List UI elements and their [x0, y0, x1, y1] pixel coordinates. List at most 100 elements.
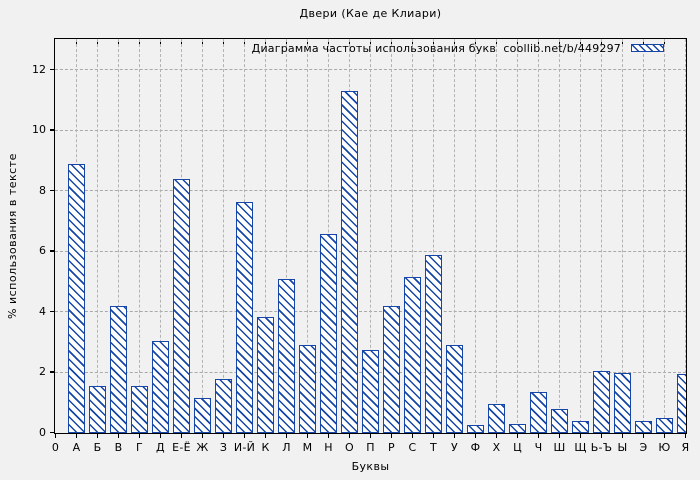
y-tick-mark — [50, 431, 54, 434]
x-tick-label: Д — [156, 441, 165, 454]
v-gridline — [579, 39, 581, 433]
y-tick-mark — [50, 371, 54, 373]
bar — [214, 378, 232, 433]
x-tick-label: Н — [324, 441, 333, 454]
x-tick-mark-top — [642, 39, 645, 44]
bar — [592, 371, 610, 433]
bar — [172, 179, 190, 433]
bar — [298, 345, 316, 433]
v-gridline — [306, 39, 308, 433]
x-tick-label: Б — [93, 441, 102, 454]
x-tick-label: Ы — [617, 441, 628, 454]
x-tick-mark — [432, 434, 435, 438]
legend-swatch-icon — [631, 44, 664, 52]
x-tick-label: Г — [135, 441, 143, 454]
x-tick-mark-top — [453, 39, 456, 44]
bar — [319, 233, 337, 433]
x-tick-mark — [663, 434, 666, 438]
bar — [193, 398, 211, 433]
v-gridline — [516, 39, 518, 433]
legend-label: Диаграмма частоты использования букв coo… — [251, 41, 621, 55]
y-tick-mark — [50, 189, 54, 192]
v-gridline — [600, 39, 602, 433]
x-tick-label: Ь-Ъ — [590, 441, 613, 454]
h-gridline — [55, 190, 686, 192]
y-tick-label: 8 — [39, 183, 46, 197]
x-tick-label: Ю — [658, 441, 671, 454]
x-tick-mark-top — [75, 39, 78, 44]
x-tick-label: М — [302, 441, 313, 454]
y-tick-label: 0 — [39, 425, 46, 439]
x-tick-mark — [96, 434, 99, 438]
x-tick-mark-top — [621, 39, 624, 44]
v-gridline — [159, 39, 161, 433]
y-tick-label: 2 — [39, 365, 46, 379]
x-tick-mark-top — [180, 39, 183, 44]
x-tick-mark — [75, 434, 78, 438]
x-tick-mark — [558, 434, 561, 438]
y-tick-label: 4 — [39, 304, 46, 318]
x-tick-mark — [306, 434, 309, 438]
v-gridline — [222, 39, 224, 433]
v-gridline — [201, 39, 203, 433]
bar — [655, 417, 673, 433]
v-gridline — [537, 39, 539, 433]
x-tick-mark — [621, 434, 624, 438]
v-gridline — [558, 39, 560, 433]
x-tick-mark-top — [495, 39, 498, 44]
x-tick-mark — [348, 434, 351, 438]
x-tick-label: О — [345, 441, 354, 454]
x-tick-mark — [159, 434, 162, 438]
bar — [466, 425, 484, 433]
x-tick-mark — [642, 434, 645, 438]
bar — [403, 277, 421, 433]
bar — [487, 404, 505, 433]
x-tick-label: Э — [639, 441, 648, 454]
x-tick-mark — [390, 434, 393, 438]
x-tick-mark — [684, 434, 687, 438]
x-tick-mark-top — [264, 39, 267, 44]
x-tick-label: И-Й — [233, 441, 256, 454]
x-tick-mark — [579, 434, 582, 438]
x-tick-mark — [516, 434, 519, 438]
x-tick-label: В — [114, 441, 123, 454]
v-gridline — [369, 39, 371, 433]
x-tick-mark-top — [663, 39, 666, 44]
x-tick-label: П — [366, 441, 375, 454]
x-tick-label: Ф — [470, 441, 481, 454]
x-tick-label: Ш — [553, 441, 566, 454]
bar — [571, 420, 589, 433]
x-tick-label: С — [408, 441, 417, 454]
bar — [676, 374, 686, 433]
x-tick-label: Е-Ё — [172, 441, 191, 454]
chart-title: Двери (Кае де Клиари) — [299, 7, 442, 20]
x-tick-mark-top — [579, 39, 582, 44]
x-tick-label: К — [261, 441, 270, 454]
bar — [256, 316, 274, 433]
x-tick-mark-top — [285, 39, 288, 44]
bar — [340, 91, 358, 433]
v-gridline — [117, 39, 119, 433]
x-tick-mark-top — [222, 39, 225, 44]
bar — [277, 278, 295, 433]
x-tick-mark-top — [516, 39, 519, 44]
y-tick-label: 6 — [39, 244, 46, 258]
x-tick-mark — [243, 434, 246, 438]
v-gridline — [96, 39, 98, 433]
h-gridline — [55, 250, 686, 252]
bar — [613, 372, 631, 433]
v-gridline — [138, 39, 140, 433]
x-tick-mark-top — [243, 39, 246, 44]
v-gridline — [495, 39, 497, 433]
x-tick-mark — [180, 434, 183, 438]
x-tick-mark-top — [474, 39, 477, 44]
x-tick-mark-top — [306, 39, 309, 44]
x-tick-mark-top — [117, 39, 120, 44]
bar — [424, 254, 442, 433]
bar — [550, 408, 568, 433]
v-gridline — [642, 39, 644, 433]
v-gridline — [264, 39, 266, 433]
x-tick-label: А — [72, 441, 81, 454]
x-tick-mark-top — [369, 39, 372, 44]
